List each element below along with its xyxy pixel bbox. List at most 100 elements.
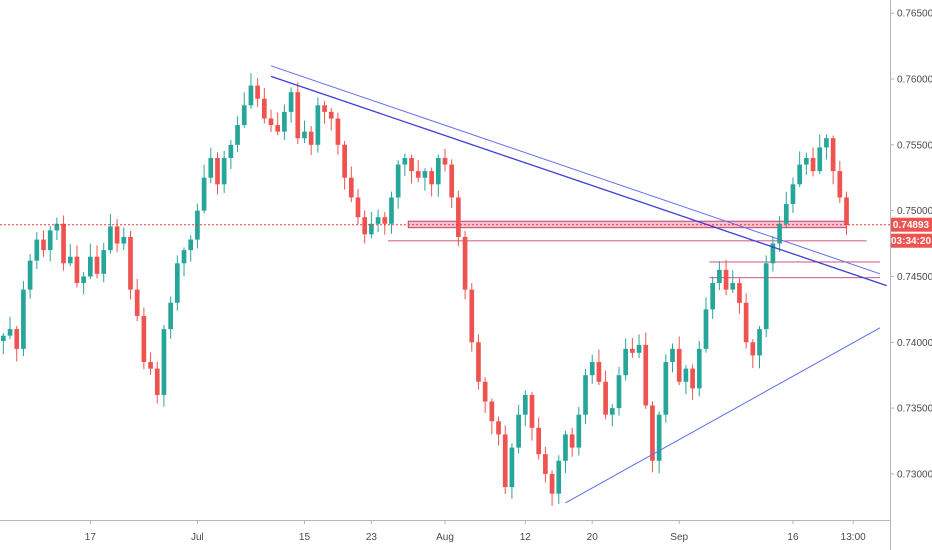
candle-body bbox=[369, 223, 374, 235]
candle-body bbox=[34, 239, 40, 261]
bar-countdown-label: 03:34:20 bbox=[891, 236, 931, 247]
candle-body bbox=[770, 243, 776, 264]
candle-body bbox=[228, 144, 234, 158]
price-tick-label: 0.76500 bbox=[897, 9, 932, 20]
candle-body bbox=[603, 381, 608, 415]
candle-body bbox=[248, 85, 254, 106]
candle-body bbox=[382, 217, 388, 224]
candle-body bbox=[255, 85, 260, 99]
current-price-label: 0.74893 bbox=[893, 220, 930, 231]
candle-body bbox=[630, 348, 635, 353]
candle-body bbox=[449, 164, 455, 198]
candle-body bbox=[656, 414, 662, 461]
countdown-badge: 03:34:20 bbox=[891, 233, 932, 248]
candle-body bbox=[148, 362, 153, 369]
candle-body bbox=[174, 263, 180, 303]
candle-body bbox=[322, 105, 327, 112]
candle-body bbox=[703, 309, 709, 349]
candle-body bbox=[817, 147, 823, 172]
candle-body bbox=[14, 329, 20, 349]
candle-body bbox=[348, 177, 354, 198]
candle-body bbox=[683, 368, 689, 382]
trendlines[interactable] bbox=[270, 65, 887, 504]
time-tick-label: 15 bbox=[299, 532, 311, 543]
candle-body bbox=[710, 283, 716, 310]
time-tick-label: Sep bbox=[670, 532, 688, 543]
candle-body bbox=[563, 434, 568, 461]
candle-body bbox=[589, 362, 595, 376]
candle-body bbox=[830, 138, 836, 172]
candle-body bbox=[456, 197, 461, 237]
candle-body bbox=[208, 157, 214, 178]
candle-body bbox=[690, 368, 695, 389]
candle-body bbox=[696, 348, 702, 389]
candle-body bbox=[261, 98, 267, 119]
candle-body bbox=[1, 335, 6, 341]
candle-body bbox=[489, 401, 495, 422]
candle-body bbox=[536, 427, 542, 455]
time-tick-label: 20 bbox=[587, 532, 599, 543]
price-axis[interactable]: 0.76500 0.76000 0.75500 0.75000 0.74500 0.740… bbox=[890, 9, 932, 481]
candle-body bbox=[215, 157, 220, 185]
candle-body bbox=[810, 157, 816, 172]
candle-body bbox=[134, 289, 140, 316]
candle-body bbox=[516, 414, 521, 448]
current-price-badge: 0.74893 bbox=[891, 217, 932, 232]
plot-background bbox=[0, 0, 890, 520]
time-axis[interactable]: 17 Jul 15 23 Aug 12 20 Sep 16 13:00 bbox=[85, 520, 866, 543]
candle-body bbox=[543, 454, 548, 474]
candle-body bbox=[108, 226, 113, 251]
candle-body bbox=[81, 276, 86, 284]
candle-body bbox=[67, 256, 73, 264]
candle-body bbox=[837, 171, 843, 198]
candle-body bbox=[288, 92, 294, 112]
candle-body bbox=[235, 125, 240, 145]
candle-body bbox=[676, 348, 682, 382]
candle-body bbox=[643, 344, 649, 406]
candle-body bbox=[650, 405, 655, 461]
trendline-1[interactable] bbox=[270, 75, 887, 287]
candle-body bbox=[362, 217, 368, 235]
candle-body bbox=[389, 197, 394, 224]
candle-body bbox=[355, 197, 361, 218]
candle-body bbox=[596, 362, 602, 382]
candle-body bbox=[375, 217, 381, 224]
candle-body bbox=[824, 138, 829, 148]
candle-body bbox=[783, 204, 789, 224]
candle-body bbox=[114, 226, 120, 244]
candle-body bbox=[790, 184, 796, 205]
candle-body bbox=[121, 236, 127, 244]
candle-body bbox=[717, 269, 722, 284]
candle-body bbox=[462, 236, 468, 290]
price-tick-label: 0.75000 bbox=[897, 206, 932, 217]
candle-body bbox=[476, 342, 481, 382]
candle-body bbox=[74, 256, 80, 284]
candle-body bbox=[275, 125, 281, 132]
candle-body bbox=[723, 269, 729, 290]
candle-body bbox=[409, 157, 414, 172]
candle-body bbox=[496, 421, 501, 435]
candle-body bbox=[47, 230, 53, 251]
candle-body bbox=[804, 157, 809, 165]
candle-body bbox=[128, 236, 133, 290]
candle-body bbox=[549, 473, 555, 494]
candle-body bbox=[54, 223, 60, 231]
candle-body bbox=[181, 250, 187, 264]
time-tick-label: Jul bbox=[191, 532, 204, 543]
candlestick-series bbox=[1, 73, 849, 506]
candle-body bbox=[442, 157, 448, 165]
trendline-2[interactable] bbox=[565, 327, 881, 504]
candle-body bbox=[241, 105, 247, 126]
candle-body bbox=[415, 171, 421, 178]
candle-body bbox=[315, 105, 321, 145]
candle-body bbox=[636, 344, 642, 353]
candle-body bbox=[529, 394, 535, 428]
candle-body bbox=[342, 144, 347, 178]
candle-body bbox=[623, 348, 629, 376]
candle-body bbox=[61, 223, 66, 264]
candle-body bbox=[556, 460, 562, 494]
candle-body bbox=[730, 283, 736, 290]
trendline-0[interactable] bbox=[270, 65, 881, 275]
price-tick-label: 0.74500 bbox=[897, 272, 932, 283]
